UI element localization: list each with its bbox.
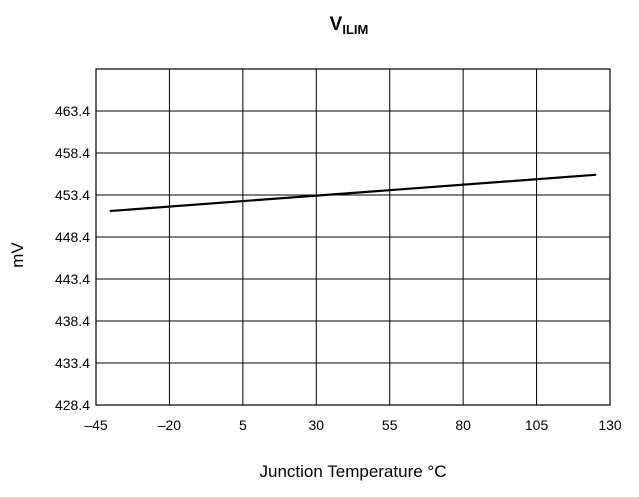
x-tick-label: 5 xyxy=(239,417,247,433)
chart-title-subscript: ILIM xyxy=(342,22,368,37)
y-axis-label: mV xyxy=(8,242,27,268)
x-tick-label: 130 xyxy=(598,417,622,433)
y-tick-labels: 428.4 433.4 438.4 443.4 448.4 453.4 458.4 463.4 xyxy=(55,103,90,413)
x-tick-label: 105 xyxy=(525,417,549,433)
y-tick-label: 463.4 xyxy=(55,103,90,119)
y-tick-label: 458.4 xyxy=(55,145,90,161)
x-tick-label: –20 xyxy=(158,417,182,433)
series-line xyxy=(109,173,597,213)
y-tick-label: 433.4 xyxy=(55,355,90,371)
x-tick-label: 80 xyxy=(455,417,471,433)
y-tick-label: 448.4 xyxy=(55,229,90,245)
y-tick-label: 438.4 xyxy=(55,313,90,329)
y-tick-label: 453.4 xyxy=(55,187,90,203)
x-tick-label: 30 xyxy=(308,417,324,433)
x-tick-label: 55 xyxy=(382,417,398,433)
grid xyxy=(96,69,610,405)
x-tick-labels: –45 –20 5 30 55 80 105 130 xyxy=(84,417,622,433)
y-tick-label: 428.4 xyxy=(55,397,90,413)
x-axis-label: Junction Temperature °C xyxy=(260,462,447,481)
chart-title-main: V xyxy=(330,14,343,35)
chart-title: VILIM xyxy=(330,14,369,37)
x-tick-label: –45 xyxy=(84,417,108,433)
series xyxy=(109,173,597,213)
y-tick-label: 443.4 xyxy=(55,271,90,287)
